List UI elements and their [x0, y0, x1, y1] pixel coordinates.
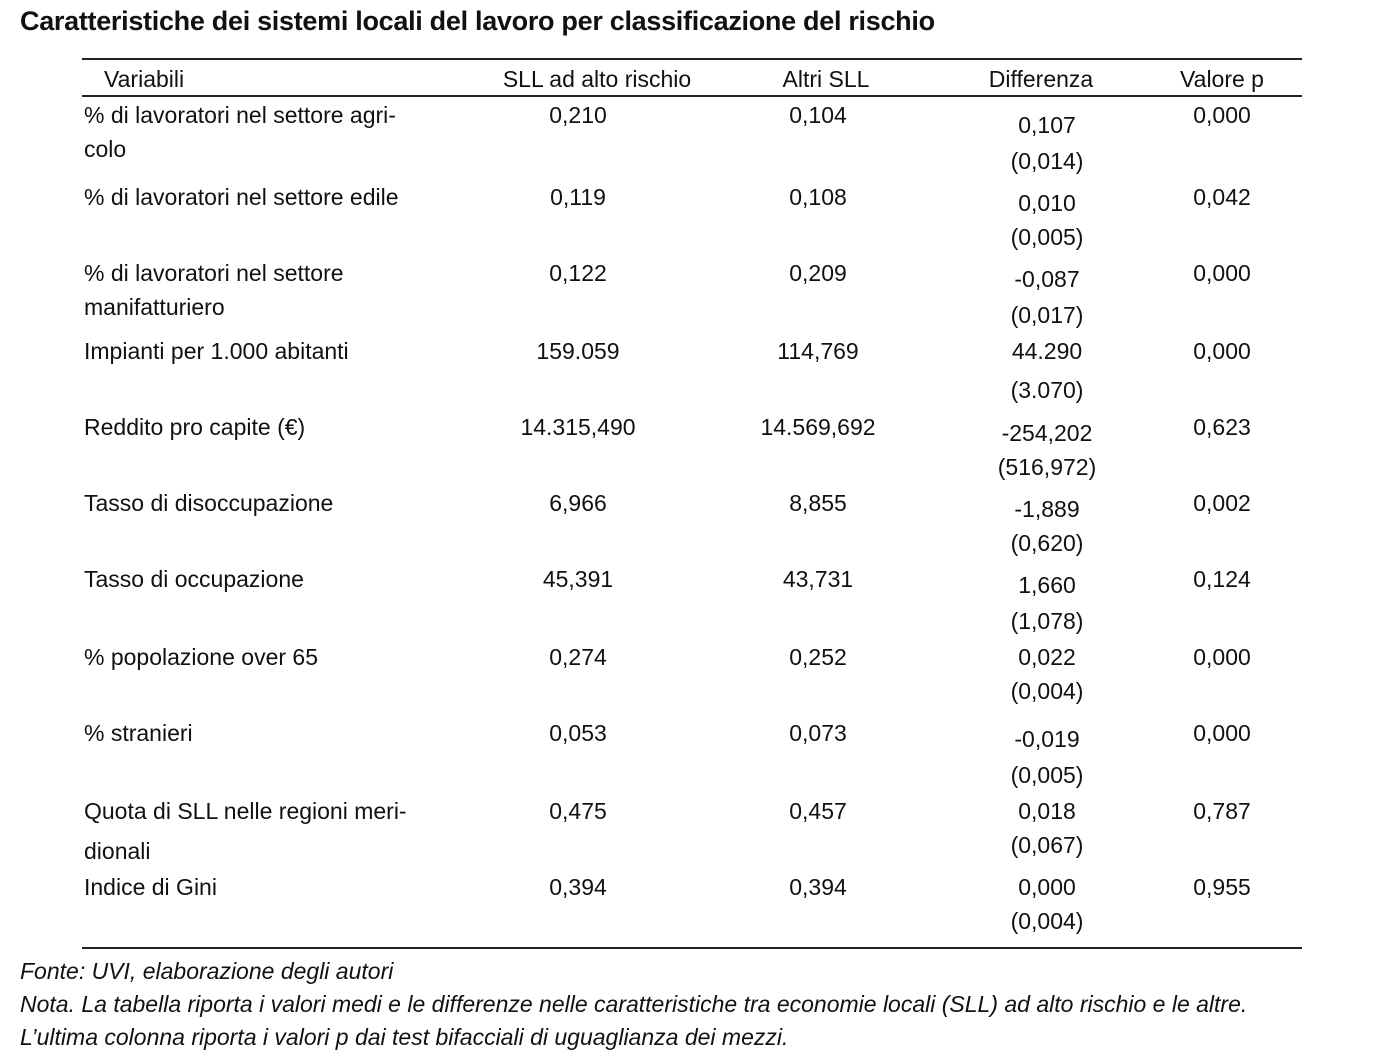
high-risk-value: 0,122: [549, 260, 607, 286]
variable-label: colo: [84, 136, 127, 162]
header-rule: [82, 95, 1302, 97]
p-value: 0,000: [1193, 102, 1251, 128]
high-risk-value: 6,966: [549, 490, 607, 516]
header-p-value: Valore p: [1180, 66, 1264, 92]
high-risk-value: 0,119: [550, 184, 606, 210]
header-high-risk: SLL ad alto rischio: [502, 66, 692, 92]
variable-label: Tasso di disoccupazione: [84, 490, 334, 516]
p-value: 0,002: [1193, 490, 1251, 516]
p-value: 0,000: [1193, 720, 1251, 746]
others-value: 0,073: [789, 720, 847, 746]
variable-label: % stranieri: [84, 720, 193, 746]
variable-label: % di lavoratori nel settore: [84, 260, 344, 286]
difference-value: 44.290: [1011, 338, 1083, 364]
standard-error: (0,620): [1010, 530, 1084, 556]
top-rule: [82, 58, 1302, 60]
variable-label: manifatturiero: [84, 294, 225, 320]
difference-value: -0,019: [1014, 726, 1080, 752]
others-value: 0,108: [789, 184, 847, 210]
header-variabili: Variabili: [104, 66, 185, 92]
others-value: 0,252: [789, 644, 847, 670]
others-value: 0,104: [789, 102, 847, 128]
standard-error: (0,005): [1010, 224, 1084, 250]
standard-error: (0,017): [1010, 302, 1084, 328]
difference-value: -1,889: [1014, 496, 1080, 522]
variable-label: % di lavoratori nel settore edile: [84, 184, 399, 210]
difference-value: -254,202: [1001, 420, 1093, 446]
others-value: 14.569,692: [760, 414, 876, 440]
others-value: 8,855: [789, 490, 847, 516]
p-value: 0,042: [1193, 184, 1251, 210]
high-risk-value: 0,394: [549, 874, 607, 900]
others-value: 0,394: [789, 874, 847, 900]
standard-error: (0,004): [1010, 678, 1084, 704]
table-note: Nota. La tabella riporta i valori medi e…: [20, 991, 1248, 1017]
standard-error: (516,972): [997, 454, 1097, 480]
difference-value: 0,018: [1018, 798, 1076, 824]
p-value: 0,000: [1193, 338, 1251, 364]
high-risk-value: 0,475: [549, 798, 607, 824]
table-title: Caratteristiche dei sistemi locali del l…: [20, 6, 935, 36]
high-risk-value: 0,274: [549, 644, 607, 670]
high-risk-value: 45,391: [542, 566, 614, 592]
difference-value: 0,107: [1018, 112, 1076, 138]
difference-value: 0,000: [1018, 874, 1076, 900]
header-difference: Differenza: [988, 66, 1094, 92]
high-risk-value: 0,210: [549, 102, 607, 128]
header-others: Altri SLL: [782, 66, 870, 92]
p-value: 0,124: [1193, 566, 1251, 592]
standard-error: (0,005): [1010, 762, 1084, 788]
variable-label: Indice di Gini: [84, 874, 217, 900]
high-risk-value: 14.315,490: [520, 414, 636, 440]
source-note: Fonte: UVI, elaborazione degli autori: [20, 958, 394, 984]
others-value: 43,731: [782, 566, 854, 592]
standard-error: (3.070): [1010, 377, 1084, 403]
standard-error: (1,078): [1010, 608, 1084, 634]
bottom-rule: [82, 947, 1302, 949]
p-value: 0,787: [1193, 798, 1251, 824]
difference-value: -0,087: [1014, 266, 1080, 292]
variable-label: % di lavoratori nel settore agri-: [84, 102, 396, 128]
standard-error: (0,067): [1010, 832, 1084, 858]
difference-value: 0,022: [1018, 644, 1076, 670]
p-value: 0,623: [1193, 414, 1251, 440]
variable-label: % popolazione over 65: [84, 644, 318, 670]
variable-label: Quota di SLL nelle regioni meri-: [84, 798, 407, 824]
difference-value: 1,660: [1018, 572, 1076, 598]
high-risk-value: 0,053: [549, 720, 607, 746]
table-note-2: L’ultima colonna riporta i valori p dai …: [20, 1024, 789, 1050]
others-value: 0,457: [789, 798, 847, 824]
p-value: 0,000: [1193, 260, 1251, 286]
others-value: 0,209: [789, 260, 847, 286]
standard-error: (0,004): [1010, 908, 1084, 934]
others-value: 114,769: [777, 338, 859, 364]
p-value: 0,000: [1193, 644, 1251, 670]
variable-label: Reddito pro capite (€): [84, 414, 306, 440]
p-value: 0,955: [1193, 874, 1251, 900]
variable-label: Tasso di occupazione: [84, 566, 304, 592]
variable-label: Impianti per 1.000 abitanti: [84, 338, 349, 364]
variable-label: dionali: [84, 838, 151, 864]
standard-error: (0,014): [1010, 148, 1084, 174]
high-risk-value: 159.059: [536, 338, 620, 364]
difference-value: 0,010: [1018, 190, 1076, 216]
